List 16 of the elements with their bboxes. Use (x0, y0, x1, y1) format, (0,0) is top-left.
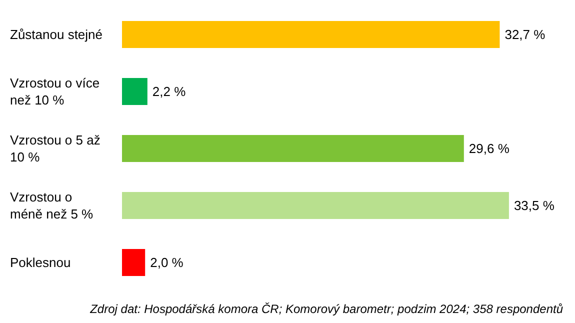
bar (122, 192, 509, 219)
y-tick-label: Vzrostou o 5 až 10 % (10, 132, 104, 164)
y-tick-label: Zůstanou stejné (10, 27, 103, 42)
y-tick-label: Poklesnou (10, 255, 71, 270)
data-label: 2,0 % (150, 255, 184, 270)
bar (122, 135, 464, 162)
data-label: 32,7 % (504, 27, 546, 42)
bar (122, 78, 148, 105)
y-tick-label: Vzrostou o více než 10 % (10, 76, 104, 108)
y-tick-label: Vzrostou o méně než 5 % (10, 190, 94, 222)
text: Zdroj dat: Hospodářská komora ČR; Komorový barometr; podzim 2024; 358 respondentů (89, 302, 564, 316)
data-label: 29,6 % (468, 141, 510, 156)
bar (122, 21, 500, 48)
data-label: 2,2 % (152, 84, 186, 99)
bar (122, 249, 146, 276)
data-label: 33,5 % (514, 198, 555, 213)
